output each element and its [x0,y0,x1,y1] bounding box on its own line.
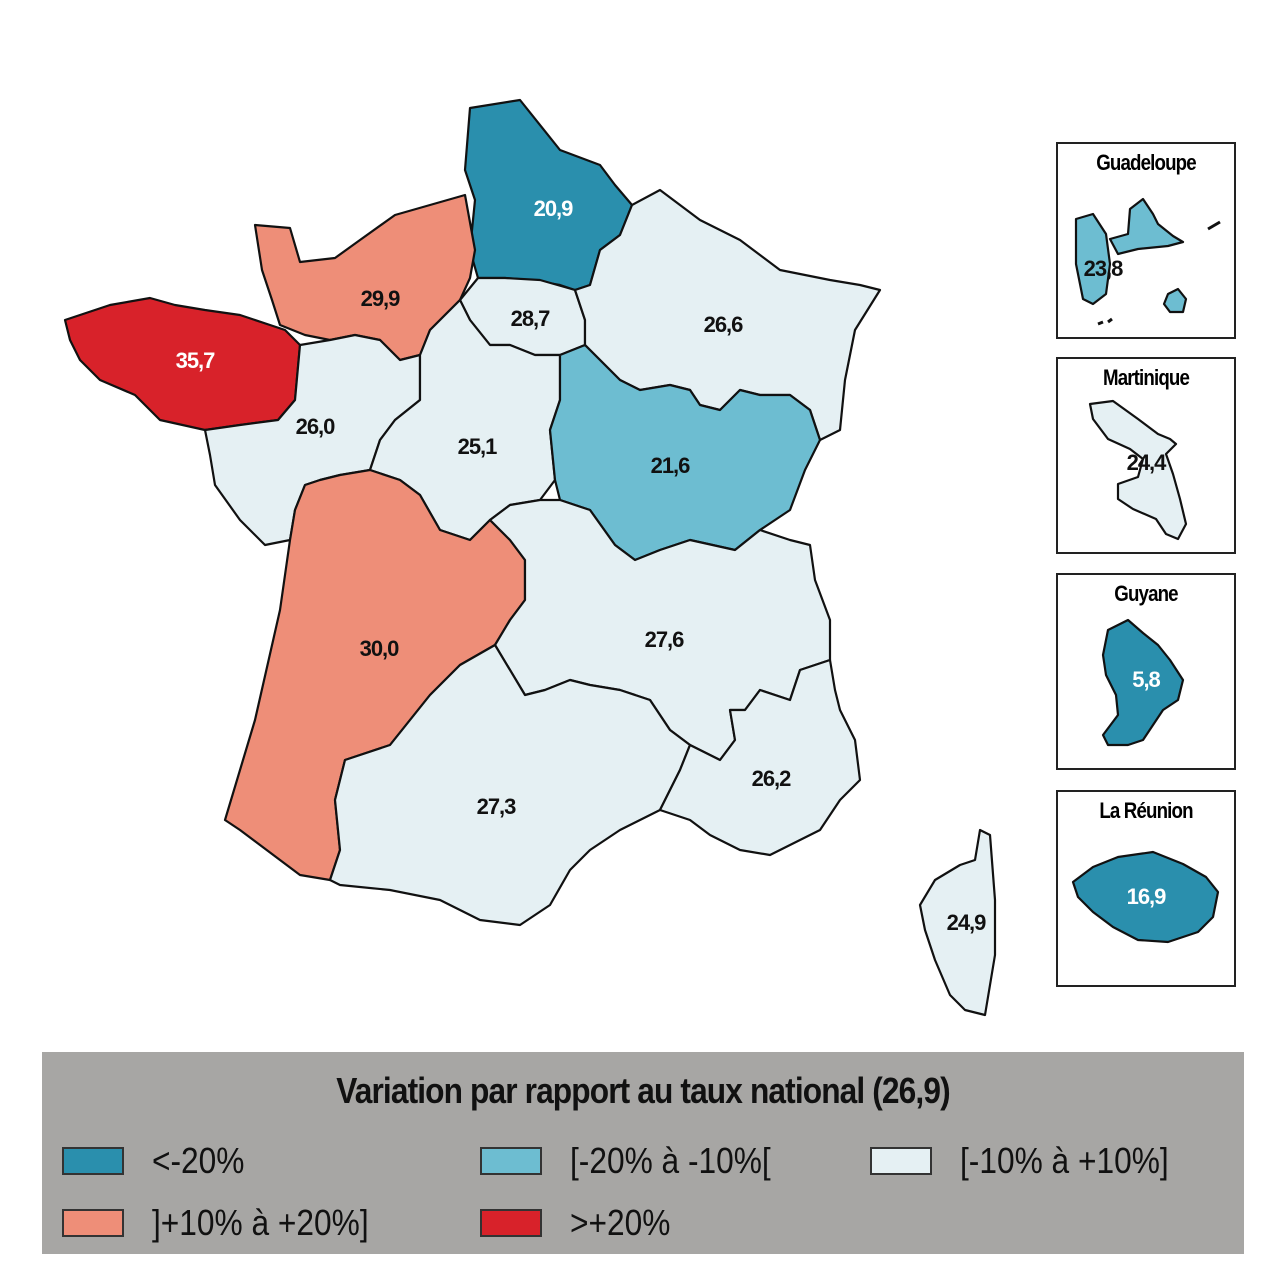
region-martinique[interactable] [1088,399,1188,541]
inset-title-guyane: Guyane [1114,581,1178,606]
legend-label: [-10% à +10%] [960,1140,1169,1181]
legend-title: Variation par rapport au taux national (… [336,1070,950,1111]
value-paca: 26,2 [752,766,792,791]
legend-item-minus10-plus10: [-10% à +10%] [870,1140,1197,1182]
value-martinique: 24,4 [1127,450,1168,475]
value-bourgogne-franche-comte: 21,6 [651,453,691,478]
value-ile-de-france: 28,7 [511,306,551,331]
value-centre-val-de-loire: 25,1 [458,434,498,459]
region-guadeloupe-basse-terre[interactable] [1074,212,1112,306]
region-marie-galante[interactable] [1162,287,1188,314]
legend-item-lt-minus20: <-20% [62,1140,257,1182]
inset-guadeloupe: 23,8 Guadeloupe [1056,142,1236,339]
inset-title-guadeloupe: Guadeloupe [1096,150,1196,175]
inset-title-la-reunion: La Réunion [1099,798,1193,823]
value-grand-est: 26,6 [704,312,744,337]
value-guyane: 5,8 [1132,667,1160,692]
legend-label: <-20% [152,1140,245,1181]
legend-label: >+20% [570,1202,671,1243]
value-pays-de-la-loire: 26,0 [296,414,336,439]
legend-swatch [870,1147,932,1175]
legend: Variation par rapport au taux national (… [42,1052,1244,1254]
region-paca[interactable] [658,658,862,857]
value-auvergne-rhone-alpes: 27,6 [645,627,685,652]
legend-item-gt-plus20: >+20% [480,1202,684,1244]
region-la-reunion[interactable] [1071,850,1220,944]
inset-title-martinique: Martinique [1102,365,1190,390]
inset-la-reunion: 16,9 La Réunion [1056,790,1236,987]
legend-swatch [62,1209,124,1237]
value-hauts-de-france: 20,9 [534,196,574,221]
value-guadeloupe: 23,8 [1084,256,1124,281]
legend-item-minus20-minus10: [-20% à -10%[ [480,1140,798,1182]
value-occitanie: 27,3 [477,794,517,819]
value-bretagne: 35,7 [176,348,216,373]
legend-item-plus10-plus20: ]+10% à +20%] [62,1202,398,1244]
value-la-reunion: 16,9 [1127,884,1167,909]
inset-guyane: 5,8 Guyane [1056,573,1236,770]
region-guadeloupe-grande-terre[interactable] [1108,197,1185,256]
legend-label: ]+10% à +20%] [152,1202,369,1243]
value-nouvelle-aquitaine: 30,0 [360,636,400,661]
legend-label: [-20% à -10%[ [570,1140,771,1181]
legend-swatch [62,1147,124,1175]
value-corse: 24,9 [947,910,987,935]
legend-swatch [480,1147,542,1175]
region-guyane[interactable] [1101,618,1185,747]
value-normandie: 29,9 [361,286,401,311]
region-corse[interactable] [918,828,997,1017]
inset-martinique: 24,4 Martinique [1056,357,1236,554]
legend-swatch [480,1209,542,1237]
france-map: 20,9 29,9 35,7 28,7 26,6 26,0 25,1 21,6 … [63,98,997,1017]
